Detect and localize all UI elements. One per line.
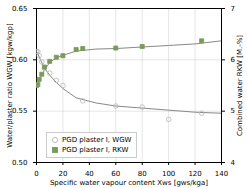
svg-text:4: 4 xyxy=(231,159,236,167)
svg-text:100: 100 xyxy=(162,170,175,178)
svg-text:140: 140 xyxy=(215,170,228,178)
svg-text:6: 6 xyxy=(230,56,235,65)
svg-text:0: 0 xyxy=(34,170,38,178)
svg-text:0.55: 0.55 xyxy=(11,107,28,116)
svg-text:5: 5 xyxy=(231,107,235,115)
svg-text:60: 60 xyxy=(111,170,120,178)
html-text:PGD plaster I, WGW: PGD plaster I, WGW xyxy=(62,136,132,144)
svg-text:Water/plaster ratio WGW [kgw/k: Water/plaster ratio WGW [kgw/kgp] xyxy=(6,23,14,148)
svg-text:0.50: 0.50 xyxy=(12,159,28,167)
svg-text:0.60: 0.60 xyxy=(11,56,28,65)
svg-text:120: 120 xyxy=(188,170,201,178)
svg-text:40: 40 xyxy=(85,170,94,178)
svg-text:0.65: 0.65 xyxy=(12,5,28,13)
svg-text:7: 7 xyxy=(231,5,235,13)
svg-text:20: 20 xyxy=(58,170,67,178)
svg-text:80: 80 xyxy=(138,170,147,178)
svg-text:Combined water RKW [M.-%]: Combined water RKW [M.-%] xyxy=(236,35,244,136)
html-text:PGD plaster I, RKW: PGD plaster I, RKW xyxy=(62,146,129,154)
svg-text:Specific water vapour content: Specific water vapour content Xws [gws/k… xyxy=(50,179,208,187)
